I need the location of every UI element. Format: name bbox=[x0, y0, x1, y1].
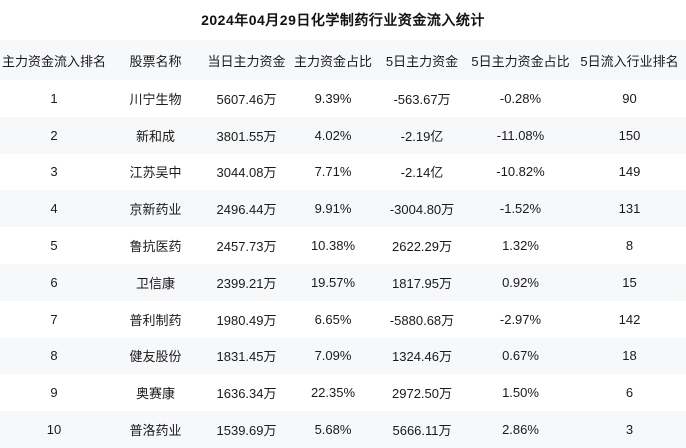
cell-fund-5d: 1324.46万 bbox=[376, 337, 468, 375]
table-body: 1 川宁生物 5607.46万 9.39% -563.67万 -0.28% 90 2 新和成 38… bbox=[0, 80, 686, 448]
cell-stock-name: 普洛药业 bbox=[108, 411, 203, 448]
cell-industry-rank-5d: 131 bbox=[573, 190, 686, 228]
cell-today-main-fund: 1980.49万 bbox=[216, 312, 277, 328]
column-header-industry-rank-5d: 5日流入行业排名 bbox=[573, 40, 686, 80]
fund-flow-table: 主力资金流入排名 股票名称 当日主力资金 主力资金占比 5日主力资金 5日主力资金占比 5日… bbox=[0, 40, 686, 448]
cell-rank: 9 bbox=[50, 385, 58, 401]
cell-industry-rank-5d: 3 bbox=[573, 411, 686, 448]
page-title: 2024年04月29日化学制药行业资金流入统计 bbox=[201, 12, 485, 28]
cell-fund-ratio-5d: -11.08% bbox=[468, 116, 573, 154]
column-header-stock-name: 股票名称 bbox=[108, 40, 203, 80]
cell-fund-ratio-5d: 0.92% bbox=[468, 263, 573, 301]
cell-fund-ratio-5d: -10.82% bbox=[496, 164, 545, 180]
cell-industry-rank-5d: 90 bbox=[622, 90, 637, 106]
cell-fund-ratio-5d: 1.32% bbox=[502, 238, 539, 254]
table-row: 3 江苏吴中 3044.08万 7.71% -2.14亿 -10.82% 149 bbox=[0, 154, 686, 191]
cell-fund-5d: -5880.68万 bbox=[389, 312, 455, 328]
cell-industry-rank-5d: 8 bbox=[625, 238, 634, 254]
cell-main-fund-ratio: 9.39% bbox=[314, 90, 352, 106]
cell-today-main-fund: 5607.46万 bbox=[216, 91, 277, 107]
cell-main-fund-ratio: 5.68% bbox=[290, 411, 376, 448]
table-row: 7 普利制药 1980.49万 6.65% -5880.68万 -2.97% 142 bbox=[0, 301, 686, 338]
cell-today-main-fund: 3801.55万 bbox=[203, 116, 290, 154]
cell-main-fund-ratio: 6.65% bbox=[314, 311, 352, 327]
cell-today-main-fund: 1831.45万 bbox=[203, 337, 290, 375]
cell-today-main-fund: 2457.73万 bbox=[216, 239, 277, 255]
cell-stock-name: 江苏吴中 bbox=[129, 165, 182, 181]
table-row: 10 普洛药业 1539.69万 5.68% 5666.11万 2.86% 3 bbox=[0, 411, 686, 448]
cell-fund-ratio-5d: 1.50% bbox=[502, 385, 539, 401]
cell-rank: 4 bbox=[0, 190, 108, 228]
cell-stock-name: 健友股份 bbox=[108, 337, 203, 375]
table-row: 4 京新药业 2496.44万 9.91% -3004.80万 -1.52% 131 bbox=[0, 190, 686, 228]
cell-industry-rank-5d: 150 bbox=[573, 116, 686, 154]
cell-industry-rank-5d: 142 bbox=[618, 311, 641, 327]
cell-main-fund-ratio: 22.35% bbox=[310, 385, 356, 401]
cell-stock-name: 卫信康 bbox=[108, 263, 203, 301]
table-row: 6 卫信康 2399.21万 19.57% 1817.95万 0.92% 15 bbox=[0, 263, 686, 301]
column-header-today-main-fund: 当日主力资金 bbox=[203, 40, 290, 80]
cell-stock-name: 川宁生物 bbox=[129, 91, 182, 107]
column-header-main-fund-ratio: 主力资金占比 bbox=[290, 40, 376, 80]
cell-main-fund-ratio: 4.02% bbox=[290, 116, 376, 154]
cell-stock-name: 普利制药 bbox=[129, 312, 182, 328]
cell-today-main-fund: 2399.21万 bbox=[203, 263, 290, 301]
table-row: 2 新和成 3801.55万 4.02% -2.19亿 -11.08% 150 bbox=[0, 116, 686, 154]
title-bar: 2024年04月29日化学制药行业资金流入统计 bbox=[0, 0, 686, 40]
cell-stock-name: 鲁抗医药 bbox=[129, 239, 182, 255]
cell-fund-ratio-5d: -1.52% bbox=[468, 190, 573, 228]
column-header-fund-ratio-5d: 5日主力资金占比 bbox=[468, 40, 573, 80]
cell-today-main-fund: 1539.69万 bbox=[203, 411, 290, 448]
cell-fund-5d: 1817.95万 bbox=[376, 263, 468, 301]
column-header-fund-5d: 5日主力资金 bbox=[376, 40, 468, 80]
cell-stock-name: 新和成 bbox=[108, 116, 203, 154]
cell-rank: 5 bbox=[50, 238, 58, 254]
table-row: 8 健友股份 1831.45万 7.09% 1324.46万 0.67% 18 bbox=[0, 337, 686, 375]
cell-fund-ratio-5d: 2.86% bbox=[468, 411, 573, 448]
cell-industry-rank-5d: 15 bbox=[573, 263, 686, 301]
cell-rank: 2 bbox=[0, 116, 108, 154]
table-row: 1 川宁生物 5607.46万 9.39% -563.67万 -0.28% 90 bbox=[0, 80, 686, 117]
cell-fund-ratio-5d: -2.97% bbox=[499, 311, 542, 327]
table-row: 9 奥赛康 1636.34万 22.35% 2972.50万 1.50% 6 bbox=[0, 374, 686, 411]
cell-fund-5d: 2972.50万 bbox=[392, 386, 452, 402]
cell-fund-5d: -563.67万 bbox=[393, 91, 451, 107]
column-header-rank: 主力资金流入排名 bbox=[0, 40, 108, 80]
cell-rank: 8 bbox=[0, 337, 108, 375]
cell-fund-5d: -2.19亿 bbox=[376, 116, 468, 154]
cell-main-fund-ratio: 7.09% bbox=[290, 337, 376, 375]
cell-main-fund-ratio: 19.57% bbox=[290, 263, 376, 301]
cell-stock-name: 奥赛康 bbox=[135, 386, 175, 402]
header-row: 主力资金流入排名 股票名称 当日主力资金 主力资金占比 5日主力资金 5日主力资金占比 5日… bbox=[0, 40, 686, 80]
cell-rank: 6 bbox=[0, 263, 108, 301]
cell-rank: 10 bbox=[0, 411, 108, 448]
cell-today-main-fund: 1636.34万 bbox=[216, 386, 277, 402]
table-row: 5 鲁抗医药 2457.73万 10.38% 2622.29万 1.32% 8 bbox=[0, 227, 686, 264]
cell-fund-ratio-5d: 0.67% bbox=[468, 337, 573, 375]
cell-rank: 7 bbox=[50, 311, 58, 327]
cell-industry-rank-5d: 6 bbox=[625, 385, 634, 401]
cell-fund-5d: -3004.80万 bbox=[376, 190, 468, 228]
cell-fund-ratio-5d: -0.28% bbox=[499, 90, 542, 106]
cell-main-fund-ratio: 9.91% bbox=[290, 190, 376, 228]
cell-industry-rank-5d: 149 bbox=[618, 164, 641, 180]
cell-today-main-fund: 3044.08万 bbox=[216, 165, 277, 181]
cell-fund-5d: 2622.29万 bbox=[392, 239, 452, 255]
cell-fund-5d: -2.14亿 bbox=[400, 165, 444, 181]
cell-rank: 1 bbox=[50, 90, 58, 106]
cell-rank: 3 bbox=[50, 164, 58, 180]
cell-industry-rank-5d: 18 bbox=[573, 337, 686, 375]
cell-main-fund-ratio: 7.71% bbox=[314, 164, 352, 180]
cell-fund-5d: 5666.11万 bbox=[376, 411, 468, 448]
cell-today-main-fund: 2496.44万 bbox=[203, 190, 290, 228]
cell-main-fund-ratio: 10.38% bbox=[310, 238, 356, 254]
cell-stock-name: 京新药业 bbox=[108, 190, 203, 228]
